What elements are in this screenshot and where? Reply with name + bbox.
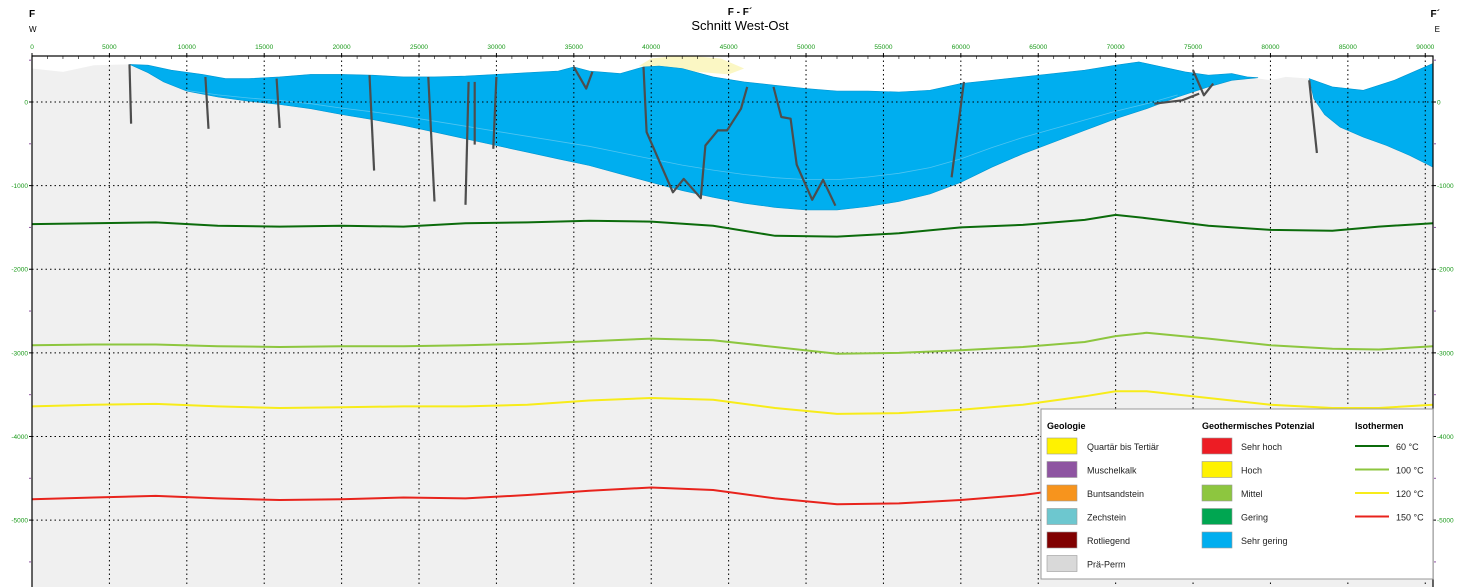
legend-label: Quartär bis Tertiär [1087, 442, 1159, 452]
x-tick-label: 55000 [874, 44, 892, 51]
legend-label: Gering [1241, 513, 1268, 523]
legend-label: Rotliegend [1087, 536, 1130, 546]
fault-line [204, 76, 210, 129]
x-tick-label: 5000 [102, 44, 117, 51]
section-title: Schnitt West-Ost [691, 18, 789, 33]
legend-swatch [1046, 555, 1078, 572]
y-tick-label-left: -1000 [11, 183, 28, 190]
sehr-gering-east [1308, 63, 1433, 168]
y-tick-label-right: -3000 [1437, 350, 1454, 357]
y-tick-label-left: -3000 [11, 350, 28, 357]
sehr-gering-basin [129, 61, 1259, 211]
legend-label: 100 °C [1396, 466, 1424, 476]
legend-swatch [1201, 484, 1233, 502]
legend: Geologie Geothermisches Potenzial Isothe… [1040, 408, 1434, 580]
legend-label: Zechstein [1087, 513, 1126, 523]
fault-line [275, 78, 281, 128]
isotherm-line [32, 331, 1433, 355]
legend-swatch [1201, 531, 1233, 549]
legend-label: Sehr hoch [1241, 442, 1282, 452]
fault-line [1191, 69, 1215, 97]
fault-line [492, 76, 498, 149]
legend-label: Mittel [1241, 489, 1263, 499]
y-tick-label-left: -2000 [11, 267, 28, 274]
x-tick-label: 20000 [333, 44, 351, 51]
y-tick-label-right: -4000 [1437, 434, 1454, 441]
hoch-potential-patch [638, 56, 745, 75]
legend-swatch [1201, 508, 1233, 525]
x-tick-label: 75000 [1184, 44, 1202, 51]
x-tick-label: 45000 [720, 44, 738, 51]
fault-line [950, 81, 965, 178]
fault-line [642, 66, 749, 200]
y-tick-label-right: -1000 [1437, 183, 1454, 190]
y-tick-label-left: 0 [24, 99, 28, 106]
isotherm-line [32, 390, 1433, 415]
legend-label: 150 °C [1396, 513, 1424, 523]
left-direction-label: W [29, 25, 37, 34]
fault-line [128, 64, 133, 124]
fault-line [1154, 92, 1200, 105]
x-tick-label: 60000 [952, 44, 970, 51]
section-code: F - F´ [728, 7, 752, 18]
y-tick-label-right: -5000 [1437, 518, 1454, 525]
legend-label: 60 °C [1396, 442, 1419, 452]
legend-label: 120 °C [1396, 489, 1424, 499]
plot-frame [31, 55, 1434, 587]
legend-swatch [1046, 484, 1078, 502]
left-endpoint-label: F [29, 9, 35, 20]
legend-label: Hoch [1241, 466, 1262, 476]
fault-line [572, 66, 594, 90]
x-tick-label: 85000 [1339, 44, 1357, 51]
legend-label: Muschelkalk [1087, 466, 1137, 476]
fault-line [464, 81, 470, 205]
y-tick-label-left: -5000 [11, 518, 28, 525]
legend-swatch [1201, 437, 1233, 455]
legend-label: Sehr gering [1241, 536, 1288, 546]
legend-label: Buntsandstein [1087, 489, 1144, 499]
fault-line [427, 76, 436, 202]
isotherm-line [32, 213, 1433, 238]
legend-swatch [1046, 437, 1078, 455]
legend-geologie-title: Geologie [1047, 421, 1086, 431]
x-tick-label: 30000 [487, 44, 505, 51]
x-tick-label: 15000 [255, 44, 273, 51]
x-tick-label: 80000 [1261, 44, 1279, 51]
x-tick-label: 35000 [565, 44, 583, 51]
basin-internal-horizon [186, 90, 1178, 181]
right-endpoint-label: F´ [1431, 9, 1440, 20]
x-tick-label: 0 [30, 44, 34, 51]
y-tick-label-right: -2000 [1437, 267, 1454, 274]
legend-label: Prä-Perm [1087, 560, 1126, 570]
x-tick-label: 90000 [1416, 44, 1434, 51]
x-tick-label: 25000 [410, 44, 428, 51]
legend-swatch [1046, 508, 1078, 525]
fault-line [1308, 80, 1318, 154]
legend-swatch [1046, 531, 1078, 549]
y-tick-label-right: 0 [1437, 99, 1441, 106]
x-tick-label: 50000 [797, 44, 815, 51]
legend-swatch [1046, 461, 1078, 478]
y-tick-label-left: -4000 [11, 434, 28, 441]
x-tick-label: 70000 [1107, 44, 1125, 51]
fault-line [368, 75, 376, 171]
x-tick-label: 40000 [642, 44, 660, 51]
x-tick-label: 10000 [178, 44, 196, 51]
legend-isothermen-title: Isothermen [1355, 421, 1404, 431]
fault-line [772, 86, 837, 207]
x-tick-label: 65000 [1029, 44, 1047, 51]
legend-potenzial-title: Geothermisches Potenzial [1202, 421, 1315, 431]
legend-swatch [1201, 461, 1233, 478]
right-direction-label: E [1435, 25, 1440, 34]
